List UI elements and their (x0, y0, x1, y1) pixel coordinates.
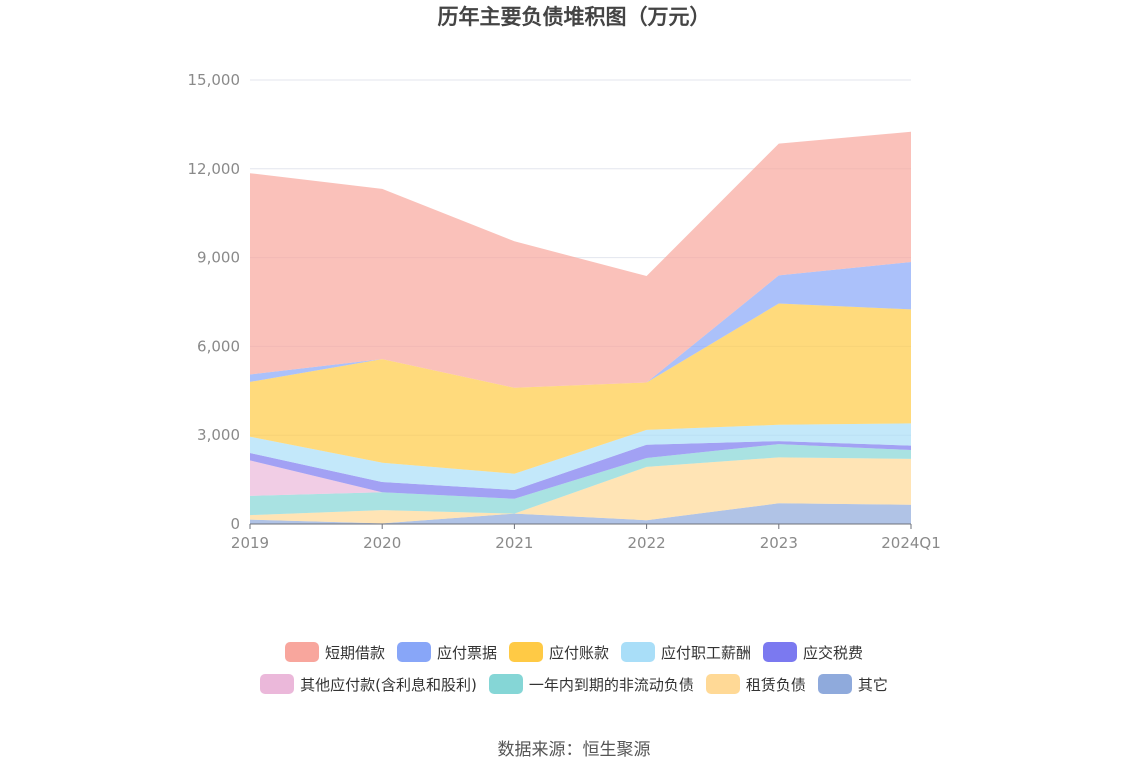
legend-item[interactable]: 应交税费 (763, 642, 863, 663)
legend-swatch (705, 674, 740, 694)
legend-swatch (817, 674, 852, 694)
y-tick-label: 3,000 (197, 426, 240, 444)
area-series-应付职工薪酬 (250, 423, 911, 490)
legend-item[interactable]: 其他应付款(含利息和股利) (260, 674, 477, 695)
legend-item[interactable]: 应付票据 (396, 642, 497, 663)
x-tick-label: 2020 (363, 534, 401, 552)
x-tick-label: 2024Q1 (881, 534, 941, 552)
x-tick-label: 2021 (495, 534, 533, 552)
area-series-应付票据 (250, 262, 911, 388)
chart-area: 0 3,000 6,000 9,000 12,000 15,000 2019 2020 2021… (188, 71, 941, 552)
legend-item[interactable]: 一年内到期的非流动负债 (488, 674, 694, 695)
axis-layer: 0 3,000 6,000 9,000 12,000 15,000 2019 2020 2021… (188, 71, 941, 552)
area-series-应交税费 (250, 441, 911, 499)
chart-title: 历年主要负债堆积图（万元） (437, 5, 711, 29)
area-series-租赁负债 (250, 457, 911, 524)
legend-swatch (763, 642, 798, 662)
x-tick-label: 2023 (760, 534, 798, 552)
legend-swatch (396, 642, 431, 662)
legend-label: 其它 (857, 675, 888, 694)
legend-swatch (284, 642, 319, 662)
y-tick-label: 9,000 (197, 249, 240, 267)
legend-swatch (488, 674, 523, 694)
legend-item[interactable]: 短期借款 (284, 642, 385, 663)
legend-label: 其他应付款(含利息和股利) (300, 675, 477, 694)
area-layer (250, 131, 911, 524)
legend-item[interactable]: 其它 (817, 674, 888, 695)
y-tick-label: 15,000 (188, 71, 241, 89)
source-note: 数据来源：恒生聚源 (497, 740, 651, 760)
legend-item[interactable]: 租赁负债 (705, 674, 806, 695)
legend-item[interactable]: 应付职工薪酬 (621, 642, 751, 663)
legend-label: 应交税费 (803, 643, 864, 662)
y-tick-label: 0 (230, 515, 240, 533)
area-series-应付账款 (250, 303, 911, 474)
legend-label: 应付账款 (548, 643, 609, 662)
legend-label: 租赁负债 (745, 675, 806, 694)
y-tick-label: 12,000 (188, 160, 241, 178)
x-tick-label: 2022 (628, 534, 666, 552)
x-tick-label: 2019 (231, 534, 269, 552)
area-series-一年内到期的非流动负债 (250, 444, 911, 516)
area-series-其它 (250, 503, 911, 524)
legend-label: 应付职工薪酬 (661, 643, 752, 662)
legend: 短期借款 应付票据 应付账款 应付职工薪酬 应交税费其他应付款(含利息和股利) 一年内到期… (0, 636, 1148, 700)
legend-label: 短期借款 (324, 643, 385, 662)
legend-item[interactable]: 应付账款 (508, 642, 609, 663)
legend-label: 应付票据 (436, 643, 497, 662)
legend-swatch (260, 674, 295, 694)
area-series-短期借款 (250, 131, 911, 388)
area-series-其他应付款(含利息和股利) (250, 444, 911, 499)
legend-row: 短期借款 应付票据 应付账款 应付职工薪酬 应交税费 (0, 636, 1148, 668)
legend-swatch (621, 642, 655, 662)
legend-row: 其他应付款(含利息和股利) 一年内到期的非流动负债 租赁负债 其它 (0, 668, 1148, 700)
legend-label: 一年内到期的非流动负债 (528, 675, 694, 694)
legend-swatch (508, 642, 543, 662)
y-tick-label: 6,000 (197, 337, 240, 355)
